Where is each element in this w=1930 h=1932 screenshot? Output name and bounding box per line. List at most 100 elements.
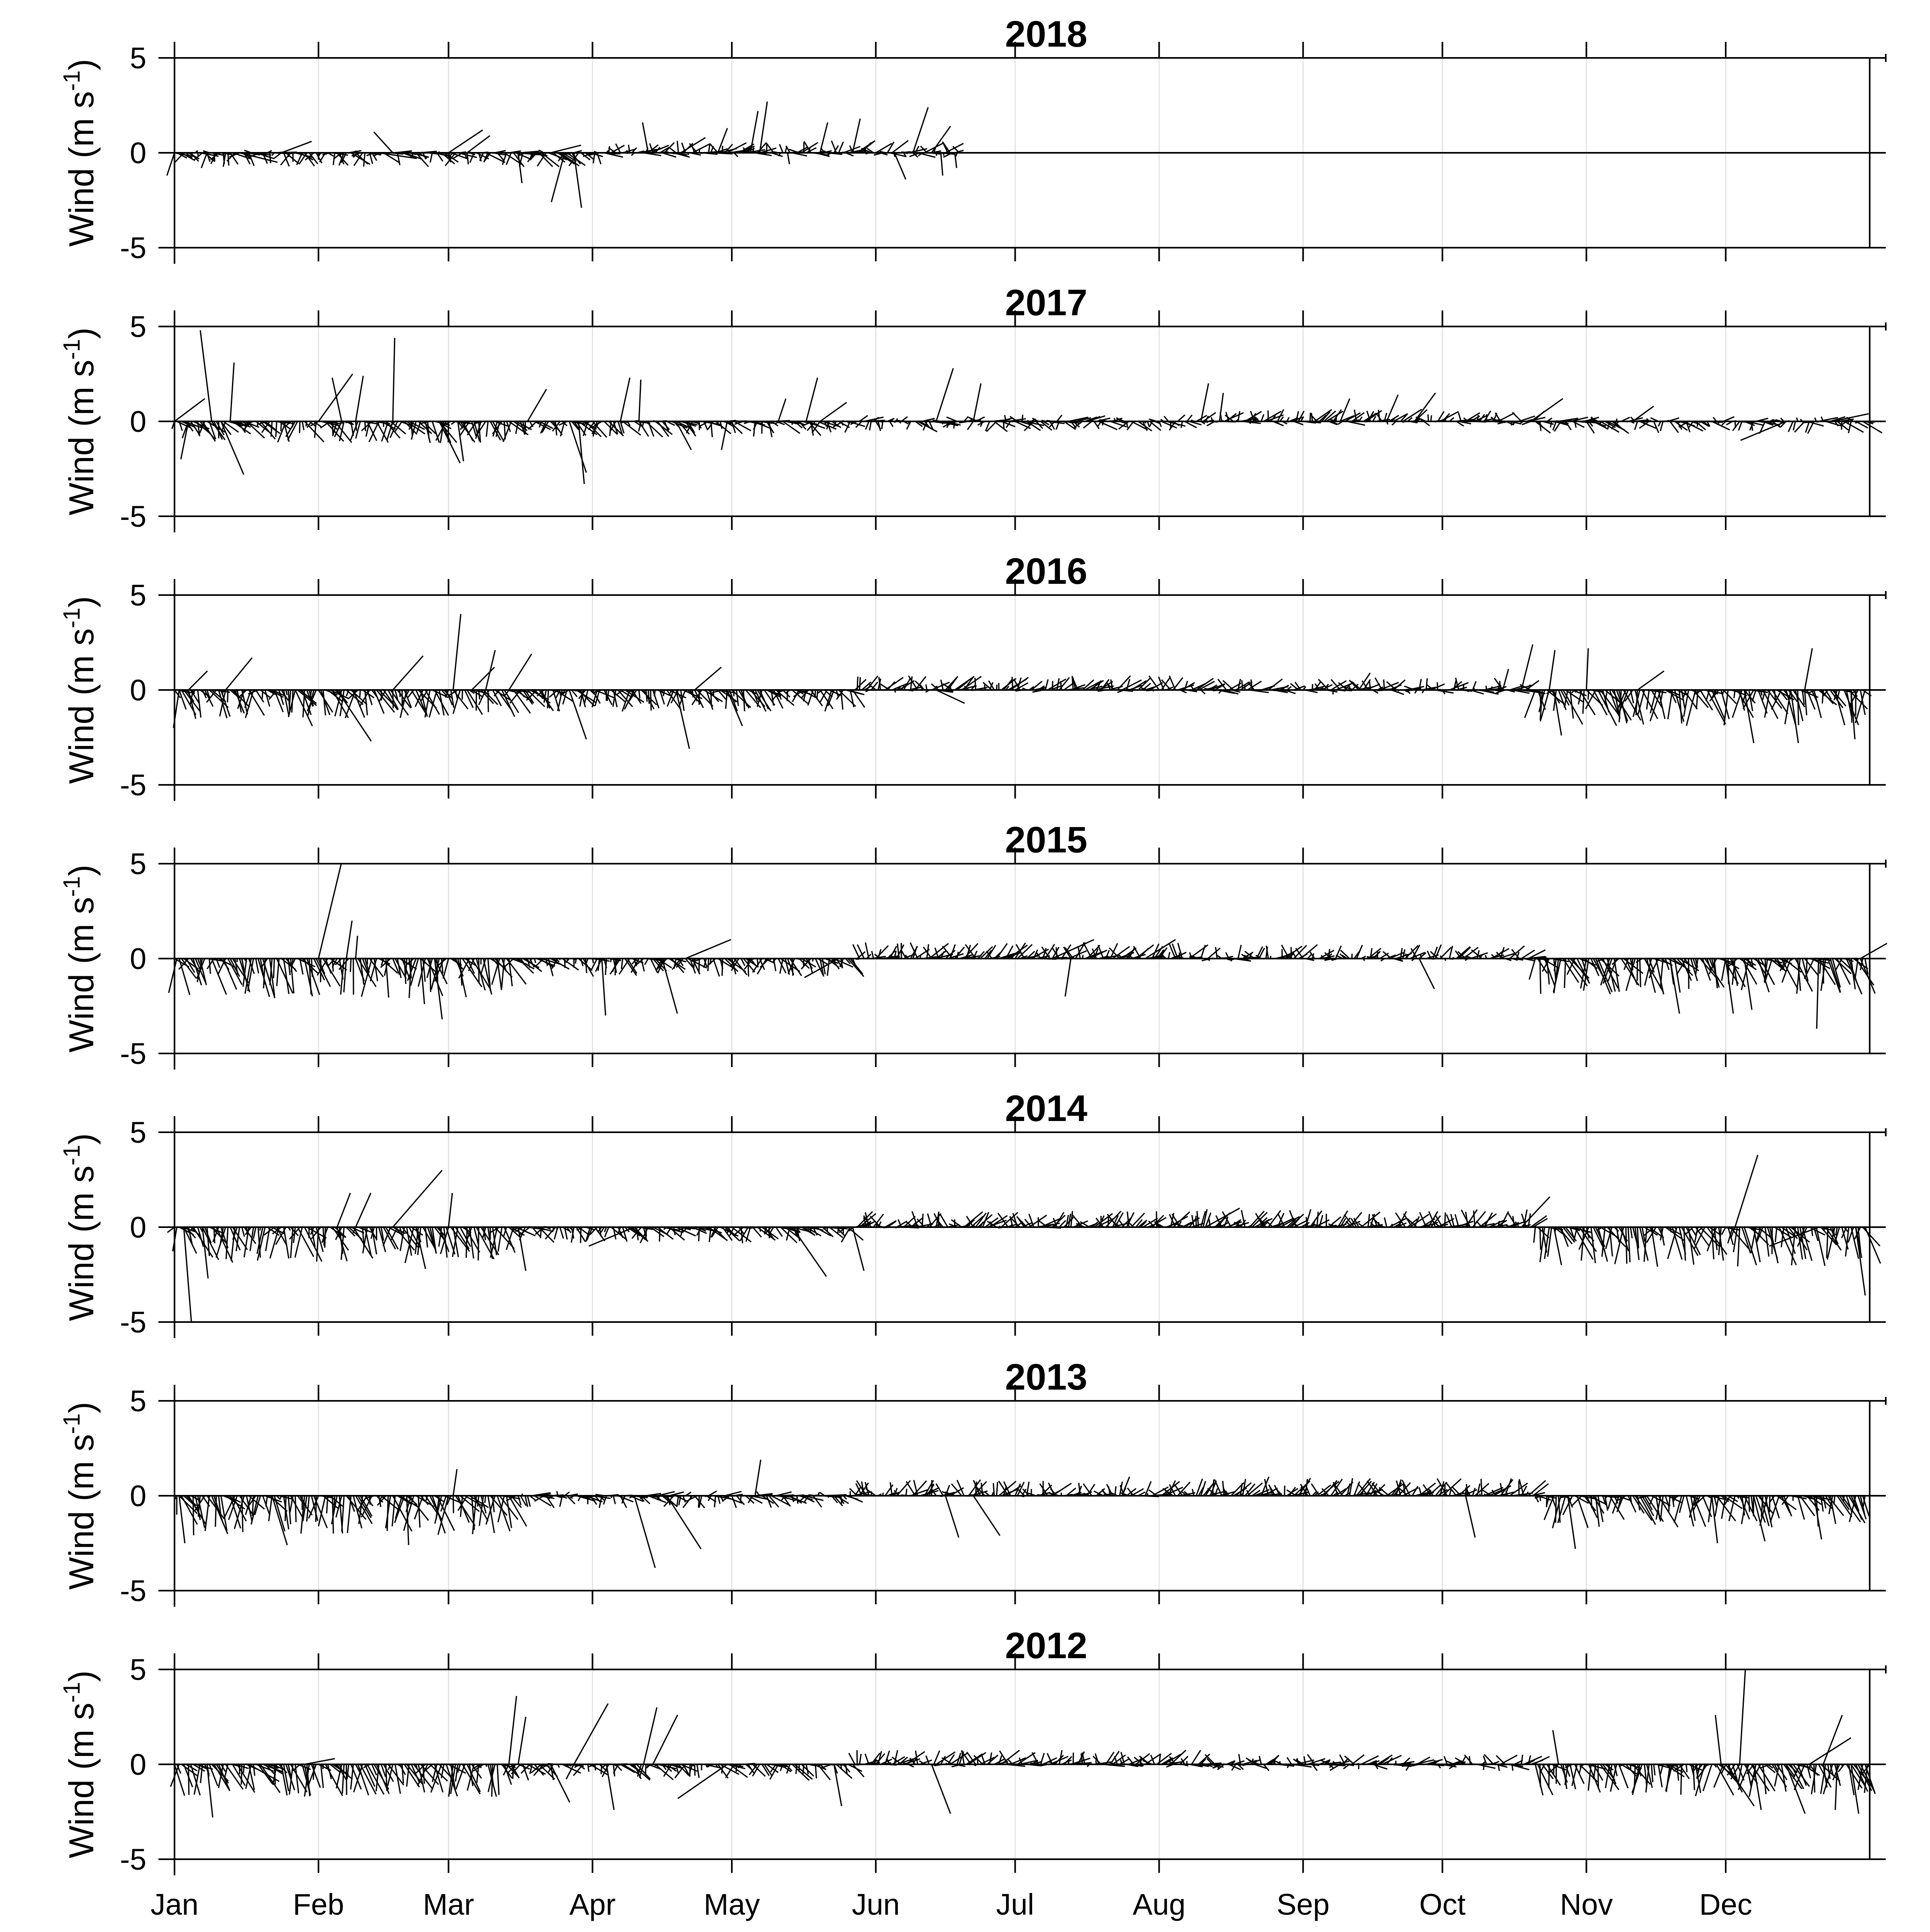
- stick-event: [201, 153, 207, 168]
- stick: [575, 959, 576, 963]
- stick: [1375, 678, 1382, 690]
- stick-event: [820, 402, 847, 421]
- stick: [887, 1222, 896, 1227]
- stick: [288, 959, 290, 975]
- stick-event: [1856, 1227, 1865, 1296]
- y-tick-label: 5: [130, 1653, 146, 1686]
- panel-title: 2017: [1005, 282, 1088, 323]
- stick: [554, 1227, 558, 1239]
- stick: [609, 146, 610, 153]
- stick: [1146, 690, 1154, 691]
- stick: [1827, 1227, 1828, 1258]
- stick: [333, 153, 335, 165]
- stick-event: [602, 959, 606, 1016]
- stick: [290, 690, 291, 706]
- stick: [1223, 680, 1233, 690]
- y-tick-label: 0: [130, 942, 146, 975]
- stick: [1394, 680, 1405, 690]
- stick-event: [597, 153, 601, 164]
- stick: [402, 1764, 403, 1783]
- stick: [421, 152, 425, 153]
- stick-event: [1415, 393, 1435, 421]
- stick: [975, 1482, 976, 1496]
- y-tick-label: 0: [130, 1748, 146, 1781]
- stick-event: [551, 153, 565, 202]
- stick: [792, 1496, 793, 1502]
- stick: [1546, 1496, 1547, 1507]
- stick: [890, 421, 893, 427]
- stick: [1742, 1227, 1750, 1253]
- stick: [1630, 1227, 1632, 1238]
- stick: [1686, 1496, 1694, 1526]
- stick: [841, 1496, 842, 1503]
- stick: [469, 152, 472, 153]
- stick: [308, 1496, 318, 1518]
- stick: [890, 1482, 892, 1496]
- stick: [827, 959, 829, 976]
- stick: [1403, 949, 1405, 959]
- stick: [1798, 690, 1799, 725]
- stick: [839, 142, 844, 153]
- stick-event: [681, 138, 705, 153]
- stick-event: [181, 421, 189, 459]
- stick: [815, 1764, 816, 1778]
- stick: [1722, 1227, 1726, 1235]
- stick: [726, 690, 727, 709]
- stick-event: [355, 376, 363, 421]
- stick: [1261, 414, 1264, 421]
- stick: [892, 140, 908, 153]
- stick: [347, 1496, 351, 1533]
- stick: [614, 1496, 616, 1504]
- stick: [557, 1491, 558, 1496]
- stick: [1136, 421, 1146, 422]
- stick-event: [1531, 398, 1563, 421]
- stick: [1076, 958, 1078, 959]
- stick-event: [189, 671, 207, 690]
- stick: [865, 1754, 869, 1764]
- stick: [753, 148, 754, 153]
- stick: [920, 955, 921, 959]
- stick: [1391, 1224, 1392, 1227]
- stick: [1145, 421, 1146, 423]
- stick: [999, 1226, 1000, 1227]
- stick: [857, 677, 858, 690]
- stick: [1738, 1227, 1740, 1267]
- stick: [483, 690, 498, 704]
- stick: [648, 690, 649, 704]
- stick: [1339, 958, 1341, 959]
- stick: [1669, 1496, 1670, 1512]
- stick: [1856, 959, 1874, 986]
- stick: [930, 421, 936, 422]
- stick: [627, 150, 628, 153]
- stick-event: [686, 940, 731, 959]
- stick: [692, 690, 693, 698]
- stick: [866, 421, 869, 429]
- stick: [796, 1764, 797, 1774]
- stick: [715, 1496, 716, 1507]
- stick: [780, 144, 783, 153]
- stick: [832, 141, 836, 153]
- y-tick-label: -5: [120, 1306, 146, 1339]
- stick: [955, 947, 965, 959]
- stick: [1213, 690, 1220, 691]
- stick-event: [788, 153, 790, 164]
- stick: [347, 1764, 349, 1779]
- stick: [1192, 1489, 1194, 1496]
- stick: [1251, 680, 1252, 690]
- stick: [817, 690, 818, 699]
- stick: [1259, 690, 1260, 692]
- stick: [653, 690, 659, 708]
- stick: [1718, 421, 1719, 425]
- stick-event: [226, 658, 252, 690]
- y-tick-label: 0: [130, 405, 146, 438]
- stick: [511, 1227, 521, 1228]
- stick: [1722, 959, 1726, 981]
- stick: [645, 1764, 646, 1775]
- stick: [942, 1227, 953, 1228]
- stick: [342, 1496, 344, 1532]
- stick: [808, 690, 813, 706]
- stick: [325, 1227, 326, 1248]
- stick: [636, 1227, 638, 1240]
- stick-event: [453, 614, 461, 690]
